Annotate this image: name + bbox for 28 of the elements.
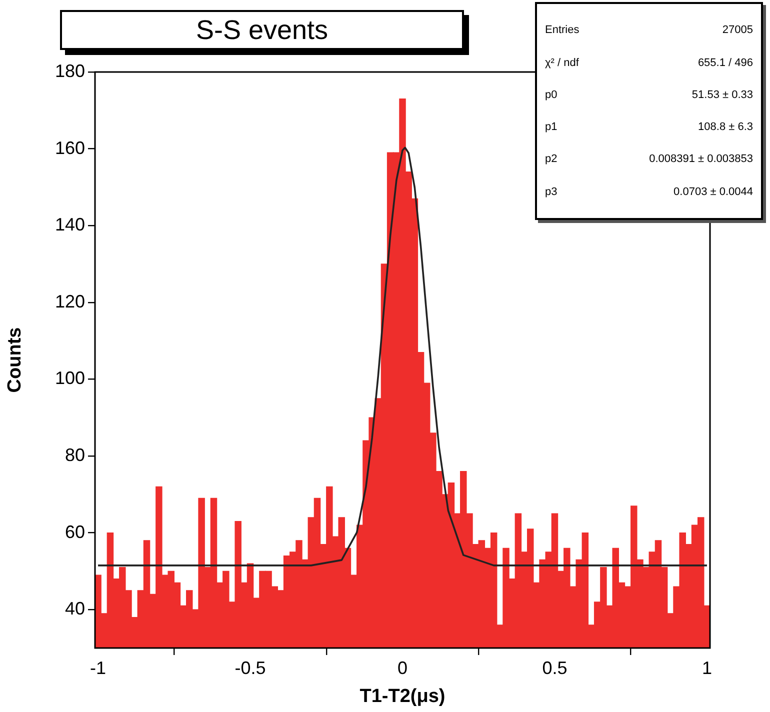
y-tick-label: 40 xyxy=(64,598,85,619)
text: 655.1 / 496 xyxy=(698,56,753,69)
x-tick-label: -0.5 xyxy=(234,658,266,678)
x-tick-label: -1 xyxy=(90,658,106,678)
y-tick-label: 60 xyxy=(64,522,85,542)
annotation: 108.8 ± 6.3 xyxy=(697,121,753,134)
annotation: 0.0703 ± 0.0044 xyxy=(672,186,753,198)
y-tick-label: 160 xyxy=(54,138,85,158)
y-tick-label: 120 xyxy=(54,291,85,312)
annotation: p2 xyxy=(545,153,558,166)
annotation: p3 xyxy=(545,186,558,198)
x-axis-title: T1-T2(μs) xyxy=(360,686,446,707)
text: χ² / ndf xyxy=(545,56,579,69)
annotation: p1 xyxy=(545,121,558,134)
y-tick-label: 180 xyxy=(54,60,85,81)
y-tick-label: 100 xyxy=(54,368,85,388)
annotation: p0 xyxy=(545,88,558,101)
text: 27005 xyxy=(722,24,753,36)
y-axis-title: Counts xyxy=(4,327,26,393)
annotation: 51.53 ± 0.33 xyxy=(690,88,753,101)
y-tick-label: 140 xyxy=(54,214,85,235)
annotation: 0.008391 ± 0.003853 xyxy=(648,153,753,166)
x-tick-label: 0 xyxy=(397,658,408,678)
x-tick-label: 1 xyxy=(702,658,712,678)
x-tick-label: 0.5 xyxy=(542,658,568,678)
text: Entries xyxy=(545,24,580,36)
y-tick-label: 80 xyxy=(64,444,85,465)
chart-title: S-S events xyxy=(60,10,464,50)
